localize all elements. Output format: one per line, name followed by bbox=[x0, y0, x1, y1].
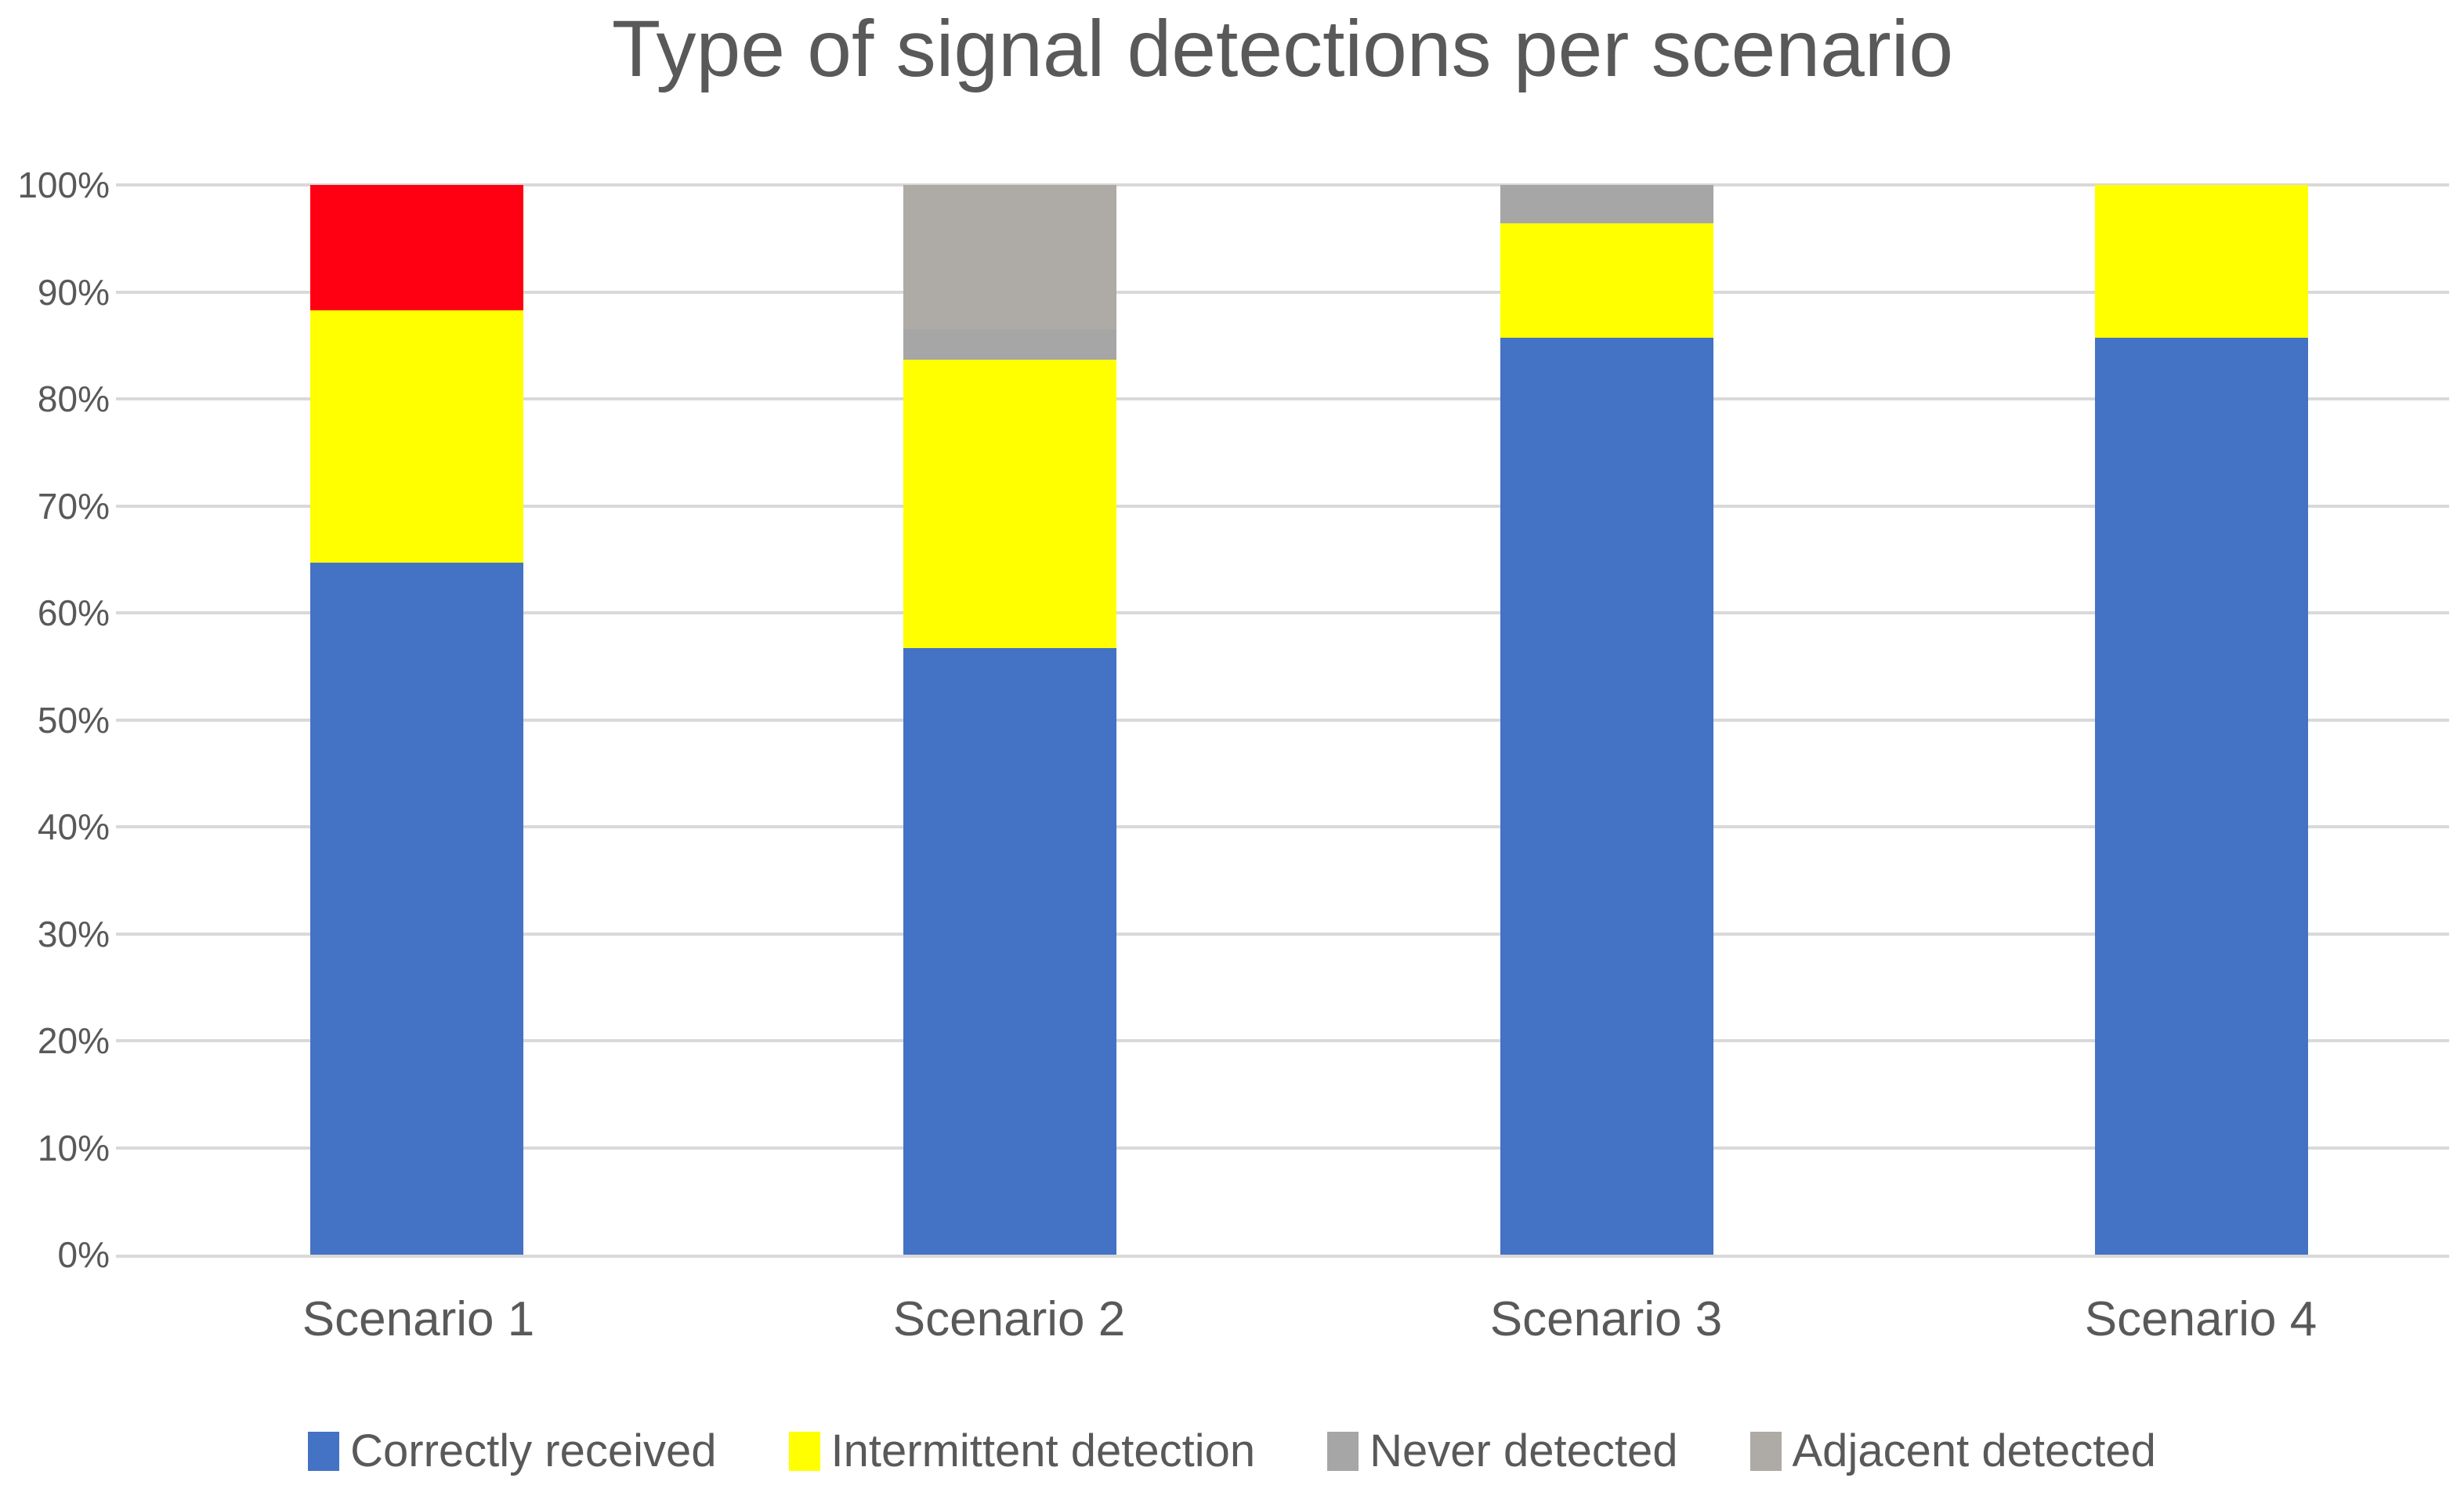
gridline-90pct bbox=[116, 290, 2449, 294]
legend-item-correctly-received: Correctly received bbox=[308, 1425, 717, 1477]
gridline-70pct bbox=[116, 504, 2449, 508]
legend-swatch-adjacent-detected bbox=[1749, 1431, 1782, 1471]
bar-scenario-3 bbox=[1500, 185, 1713, 1255]
y-tick-label-50pct: 50% bbox=[37, 699, 110, 741]
legend-swatch-intermittent-detection bbox=[788, 1431, 820, 1471]
chart-title: Type of signal detections per scenario bbox=[611, 4, 1954, 93]
y-tick-label-60pct: 60% bbox=[37, 592, 110, 633]
bar-segment-intermittent-detection-scenario-1 bbox=[310, 310, 523, 563]
legend-label-never-detected: Never detected bbox=[1369, 1425, 1678, 1476]
gridline-20pct bbox=[116, 1039, 2449, 1042]
gridline-60pct bbox=[116, 611, 2449, 614]
legend-item-adjacent-detected: Adjacent detected bbox=[1749, 1425, 2156, 1477]
x-category-label-scenario-2: Scenario 2 bbox=[892, 1292, 1126, 1346]
bar-scenario-4 bbox=[2095, 185, 2308, 1255]
y-tick-label-70pct: 70% bbox=[37, 485, 110, 527]
x-category-label-scenario-4: Scenario 4 bbox=[2084, 1292, 2317, 1346]
bar-segment-never-detected-scenario-2 bbox=[903, 329, 1116, 360]
y-tick-label-30pct: 30% bbox=[37, 913, 110, 954]
gridline-10pct bbox=[116, 1146, 2449, 1150]
bar-scenario-2 bbox=[903, 185, 1116, 1255]
legend-item-intermittent-detection: Intermittent detection bbox=[788, 1425, 1256, 1477]
gridline-0pct bbox=[116, 1255, 2449, 1258]
plot-area bbox=[116, 183, 2449, 1258]
bar-segment-correctly-received-scenario-1 bbox=[310, 562, 523, 1255]
bar-segment-intermittent-detection-scenario-4 bbox=[2095, 185, 2308, 339]
bar-segment-correctly-received-scenario-3 bbox=[1500, 338, 1713, 1255]
gridline-50pct bbox=[116, 718, 2449, 722]
bar-segment-correctly-received-scenario-4 bbox=[2095, 338, 2308, 1255]
y-tick-label-90pct: 90% bbox=[37, 271, 110, 313]
gridline-100pct bbox=[116, 183, 2449, 187]
y-tick-label-100pct: 100% bbox=[17, 165, 110, 205]
y-tick-label-10pct: 10% bbox=[37, 1127, 110, 1168]
y-tick-label-40pct: 40% bbox=[37, 806, 110, 847]
bar-segment-adjacent-detected-scenario-2 bbox=[903, 185, 1116, 330]
y-tick-label-0pct: 0% bbox=[57, 1234, 110, 1275]
x-category-label-scenario-1: Scenario 1 bbox=[302, 1292, 535, 1346]
legend-label-adjacent-detected: Adjacent detected bbox=[1792, 1425, 2156, 1476]
legend-label-intermittent-detection: Intermittent detection bbox=[830, 1425, 1256, 1476]
legend-item-never-detected: Never detected bbox=[1327, 1425, 1678, 1477]
bar-scenario-1 bbox=[310, 185, 523, 1255]
y-tick-label-80pct: 80% bbox=[37, 379, 110, 419]
gridline-30pct bbox=[116, 932, 2449, 936]
bar-segment-correctly-received-scenario-2 bbox=[903, 648, 1116, 1255]
x-category-label-scenario-3: Scenario 3 bbox=[1489, 1292, 1723, 1346]
legend: Correctly received Intermittent detection… bbox=[0, 1425, 2464, 1477]
bar-segment-never-detected-scenario-3 bbox=[1500, 185, 1713, 224]
legend-swatch-correctly-received bbox=[308, 1431, 340, 1471]
bar-segment-intermittent-detection-scenario-2 bbox=[903, 359, 1116, 649]
bar-segment-red-scenario-1 bbox=[310, 185, 523, 310]
legend-label-correctly-received: Correctly received bbox=[350, 1425, 717, 1476]
gridline-40pct bbox=[116, 825, 2449, 828]
bar-segment-intermittent-detection-scenario-3 bbox=[1500, 223, 1713, 339]
legend-swatch-never-detected bbox=[1327, 1431, 1359, 1471]
y-tick-label-20pct: 20% bbox=[37, 1020, 110, 1061]
gridline-80pct bbox=[116, 397, 2449, 400]
